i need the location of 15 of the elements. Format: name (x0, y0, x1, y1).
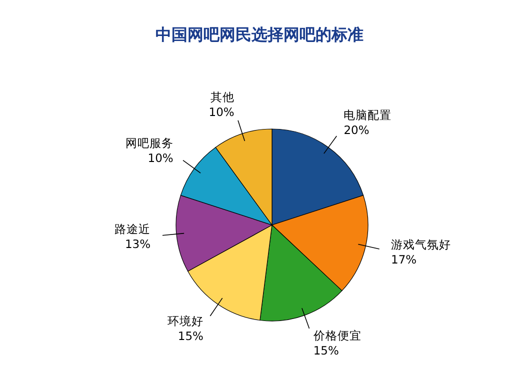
slice-label: 环境好 (167, 314, 204, 328)
slice-label: 网吧服务 (125, 136, 174, 150)
data-label: 15% (313, 344, 339, 358)
data-label: 17% (391, 252, 417, 266)
slice-label: 电脑配置 (344, 108, 392, 122)
data-label: 15% (178, 329, 204, 344)
data-label: 20% (344, 123, 370, 138)
data-label: 10% (148, 150, 174, 165)
slice-label: 路途近 (114, 222, 151, 236)
slice-label: 游戏气氛好 (391, 237, 452, 252)
data-label: 13% (124, 236, 151, 251)
slice-label: 其他 (210, 90, 234, 104)
chart-title: 中国网吧网民选择网吧的标准 (156, 25, 364, 44)
data-label: 10% (208, 105, 234, 120)
slice-label: 价格便宜 (312, 328, 362, 343)
